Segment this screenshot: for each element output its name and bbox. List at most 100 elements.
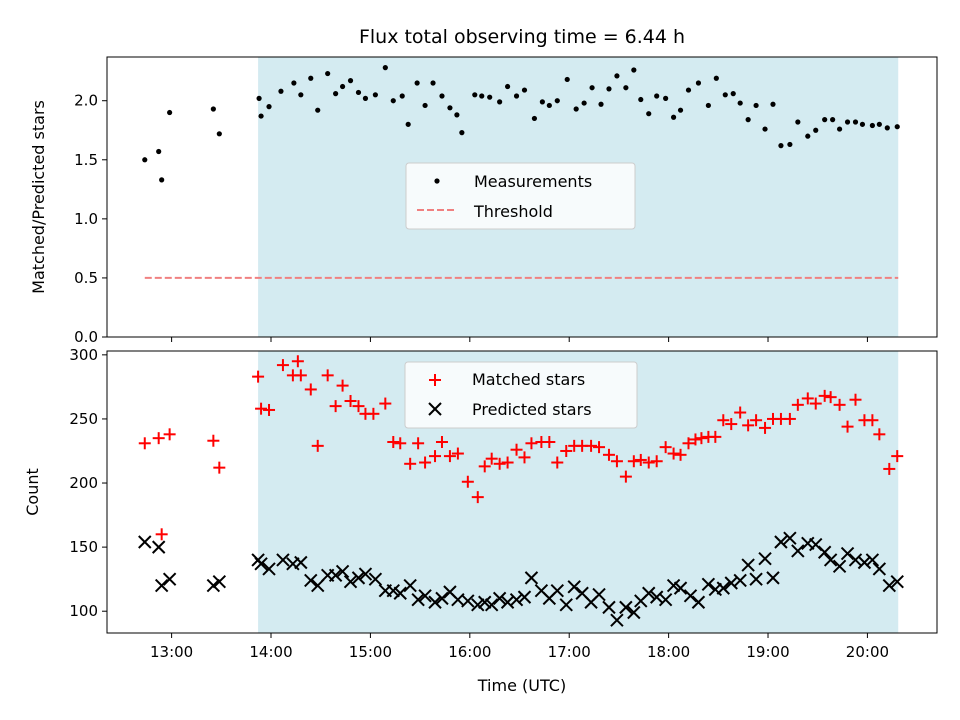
- ratio-panel: 0.00.51.01.52.0 Matched/Predicted stars …: [29, 56, 938, 346]
- matched-star-point: [824, 391, 837, 404]
- y-tick-label: 200: [69, 474, 98, 492]
- predicted-star-point: [393, 586, 407, 600]
- measurement-points: [142, 65, 900, 183]
- predicted-star-point: [666, 578, 681, 593]
- measurement-point: [546, 102, 552, 109]
- matched-star-point: [138, 437, 151, 450]
- matched-star-point: [152, 432, 165, 445]
- measurement-point: [382, 65, 388, 71]
- matched-star-point: [485, 452, 498, 465]
- predicted-star-point: [716, 581, 730, 595]
- x-tick-label: 17:00: [548, 643, 591, 661]
- measurement-point: [422, 102, 428, 109]
- measurement-point: [745, 117, 751, 123]
- measurement-point: [513, 93, 520, 99]
- measurement-point: [405, 121, 411, 127]
- predicted-star-point: [435, 591, 449, 606]
- predicted-star-point: [492, 591, 507, 606]
- legend-measurements-label: Measurements: [474, 172, 592, 191]
- matched-star-point: [213, 461, 226, 474]
- measurement-point: [390, 98, 396, 104]
- predicted-star-point: [774, 535, 788, 549]
- matched-star-point: [367, 407, 380, 420]
- measurement-point: [713, 75, 719, 81]
- measurement-point: [258, 113, 264, 119]
- predicted-star-point: [658, 592, 673, 607]
- predicted-star-point: [872, 562, 887, 576]
- chart-title: Flux total observing time = 6.44 h: [359, 26, 685, 48]
- measurement-point: [430, 80, 436, 86]
- matched-star-point: [818, 389, 831, 402]
- predicted-star-point: [783, 531, 797, 545]
- measurement-point: [844, 119, 851, 125]
- measurement-point: [876, 121, 882, 127]
- predicted-star-point: [151, 540, 166, 554]
- matched-star-point: [717, 414, 730, 427]
- predicted-star-point: [351, 571, 366, 585]
- measurement-point: [459, 130, 465, 136]
- top-y-axis-label: Matched/Predicted stars: [29, 100, 48, 294]
- measurement-point: [298, 92, 304, 98]
- matched-star-point: [659, 441, 672, 454]
- measurement-point: [472, 92, 478, 98]
- matched-star-point: [443, 450, 456, 463]
- measurement-point: [315, 107, 321, 113]
- matched-star-point: [478, 460, 491, 473]
- matched-star-point: [412, 437, 425, 450]
- matched-star-point: [783, 412, 796, 425]
- measurement-point: [787, 141, 793, 148]
- predicted-star-point: [311, 578, 325, 593]
- measurement-point: [573, 106, 579, 112]
- measurement-point: [623, 85, 629, 91]
- matched-star-point: [429, 450, 442, 463]
- matched-star-point: [610, 455, 623, 468]
- matched-star-point: [841, 420, 854, 433]
- bottom-plot-frame: [106, 350, 938, 634]
- matched-star-point: [634, 453, 647, 466]
- predicted-star-point: [428, 595, 442, 609]
- x-axis-label: Time (UTC): [477, 676, 566, 695]
- top-legend: Measurements Threshold: [405, 162, 636, 230]
- matched-star-point: [627, 455, 640, 468]
- matched-star-point: [501, 456, 514, 469]
- predicted-star-point: [627, 605, 641, 620]
- measurement-point: [564, 76, 570, 83]
- predicted-star-point: [766, 571, 780, 585]
- measurement-point: [722, 92, 728, 98]
- y-tick-label: 100: [69, 602, 98, 620]
- matched-star-point: [674, 448, 687, 461]
- matched-star-point: [163, 428, 176, 441]
- matched-star-point: [291, 355, 304, 368]
- legend-matched-label: Matched stars: [472, 370, 585, 389]
- predicted-star-point: [701, 577, 716, 591]
- predicted-star-point: [294, 555, 308, 570]
- predicted-star-point: [673, 581, 688, 595]
- measurement-point: [539, 99, 545, 105]
- predicted-star-point: [890, 575, 904, 589]
- matched-star-point: [304, 383, 317, 396]
- matched-star-point: [336, 379, 349, 392]
- y-tick-label: 300: [69, 346, 98, 364]
- y-tick-label: 1.0: [74, 210, 98, 228]
- matched-star-point: [689, 433, 702, 446]
- predicted-star-point: [212, 575, 227, 589]
- bottom-x-ticks: 13:00 14:00 15:00 16:00 17:00 18:00 19:00 20:00: [150, 633, 889, 661]
- matched-star-point: [642, 456, 655, 469]
- measurement-point: [266, 104, 272, 110]
- predicted-star-point: [461, 594, 475, 608]
- x-tick-label: 13:00: [150, 643, 193, 661]
- predicted-star-point: [411, 592, 425, 607]
- legend-measurement-marker: [434, 178, 440, 184]
- matched-star-point: [742, 419, 755, 432]
- matched-star-point: [883, 462, 896, 475]
- matched-star-point: [709, 430, 722, 443]
- matched-star-point: [560, 444, 573, 457]
- measurement-point: [631, 67, 637, 73]
- predicted-star-point: [683, 589, 698, 603]
- predicted-star-point: [610, 613, 624, 627]
- measurement-point: [646, 111, 652, 117]
- measurement-point: [167, 109, 173, 116]
- matched-star-point: [518, 451, 531, 464]
- measurement-point: [210, 106, 216, 112]
